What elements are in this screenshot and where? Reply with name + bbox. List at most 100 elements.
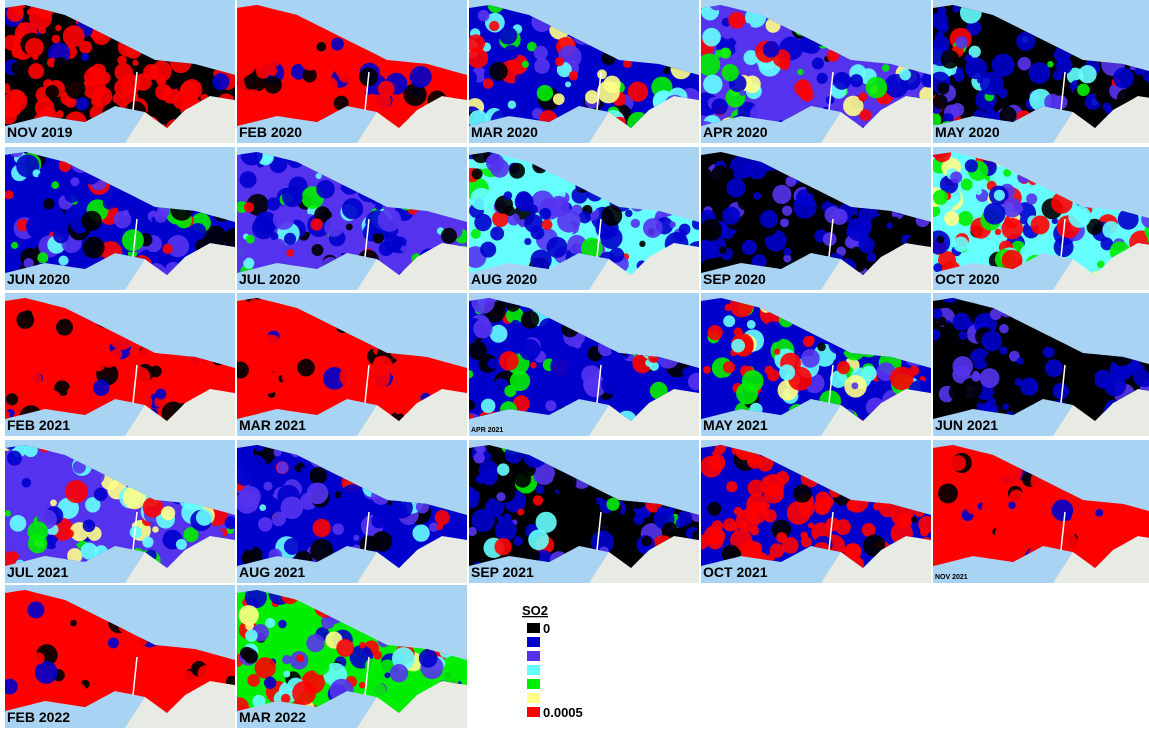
heat-blob	[808, 522, 814, 528]
heat-blob	[212, 73, 229, 90]
heat-blob	[37, 252, 48, 263]
heat-blob	[497, 515, 504, 522]
heat-blob	[110, 198, 120, 208]
heat-blob	[971, 372, 980, 381]
heat-blob	[150, 365, 162, 377]
heat-blob	[776, 471, 790, 485]
heat-blob	[515, 192, 534, 211]
heat-blob	[286, 249, 294, 257]
heat-blob	[744, 23, 751, 30]
heat-blob	[267, 197, 280, 210]
heat-blob	[621, 529, 633, 541]
heat-blob	[196, 509, 213, 526]
heat-blob	[504, 191, 513, 200]
heat-blob	[468, 341, 487, 360]
heat-blob	[959, 331, 968, 340]
heat-blob	[490, 159, 509, 178]
heat-blob	[1073, 368, 1095, 390]
heat-blob	[1002, 403, 1009, 410]
map-panel: MAR 2020	[460, 0, 705, 152]
heat-blob	[4, 338, 17, 351]
heat-blob	[374, 357, 383, 366]
heat-blob	[978, 28, 994, 44]
heat-blob	[723, 361, 735, 373]
heat-blob	[847, 500, 859, 512]
heat-blob	[53, 227, 69, 243]
map-panel: OCT 2020	[925, 135, 1149, 298]
heat-blob	[46, 464, 56, 474]
heat-blob	[952, 356, 973, 377]
heat-blob	[499, 26, 517, 44]
heat-blob	[734, 327, 743, 336]
heat-blob	[181, 380, 189, 388]
map-panel: AUG 2021	[229, 434, 477, 592]
heat-blob	[170, 82, 178, 90]
heat-blob	[533, 495, 543, 505]
heat-blob	[1031, 216, 1050, 235]
heat-blob	[749, 542, 763, 556]
heat-blob	[628, 82, 648, 102]
heat-blob	[64, 187, 80, 203]
heat-blob	[702, 28, 721, 47]
heat-blob	[144, 661, 167, 684]
heat-blob	[958, 211, 973, 226]
heat-blob	[483, 78, 494, 89]
heat-blob	[236, 490, 259, 513]
map-panel: MAY 2020	[923, 0, 1149, 149]
heat-blob	[53, 336, 73, 356]
heat-blob	[941, 50, 960, 69]
heat-blob	[511, 320, 521, 330]
heat-blob	[522, 61, 529, 68]
heat-blob	[753, 192, 761, 200]
heat-blob	[123, 522, 130, 529]
heat-blob	[882, 64, 890, 72]
map-panel: NOV 2019	[0, 0, 240, 154]
heat-blob	[34, 641, 40, 647]
heat-blob	[550, 355, 574, 379]
heat-blob	[767, 369, 779, 381]
heat-blob	[711, 98, 727, 114]
heat-blob	[866, 252, 876, 262]
panel-label: NOV 2019	[7, 124, 73, 140]
heat-blob	[1113, 68, 1134, 89]
heat-blob	[762, 502, 770, 510]
heat-blob	[74, 64, 84, 74]
heat-blob	[1104, 374, 1126, 396]
legend-min-label: 0	[543, 621, 550, 636]
heat-blob	[530, 362, 536, 368]
heat-blob	[278, 620, 287, 629]
heat-blob	[122, 229, 144, 251]
heat-blob	[81, 53, 89, 61]
heat-blob	[1008, 501, 1016, 509]
heat-blob	[988, 479, 994, 485]
heat-blob	[995, 229, 1001, 235]
heat-blob	[760, 210, 778, 228]
heat-blob	[715, 50, 723, 58]
heat-blob	[569, 71, 578, 80]
heat-blob	[984, 203, 1006, 225]
map-panel: APR 2020	[693, 0, 937, 152]
map-panel: JUN 2021	[929, 283, 1149, 443]
heat-blob	[38, 172, 48, 182]
heat-blob	[384, 672, 390, 678]
heat-blob	[892, 217, 900, 225]
heat-blob	[45, 397, 57, 409]
map-panel: MAR 2021	[229, 282, 476, 444]
heat-blob	[546, 237, 567, 258]
heat-blob	[6, 593, 26, 613]
heat-blob	[521, 311, 539, 329]
heat-blob	[641, 536, 651, 546]
heat-blob	[965, 523, 974, 532]
map-panel: MAY 2021	[696, 285, 939, 443]
heat-blob	[246, 235, 255, 244]
heat-blob	[730, 522, 739, 531]
heat-blob	[1029, 62, 1051, 84]
heat-blob	[782, 205, 792, 215]
legend-swatch	[527, 693, 540, 703]
heat-blob	[980, 368, 1000, 388]
heat-blob	[601, 205, 622, 226]
heat-blob	[1102, 221, 1120, 239]
heat-blob	[217, 530, 224, 537]
heat-blob	[537, 85, 553, 101]
heat-blob	[300, 325, 309, 334]
